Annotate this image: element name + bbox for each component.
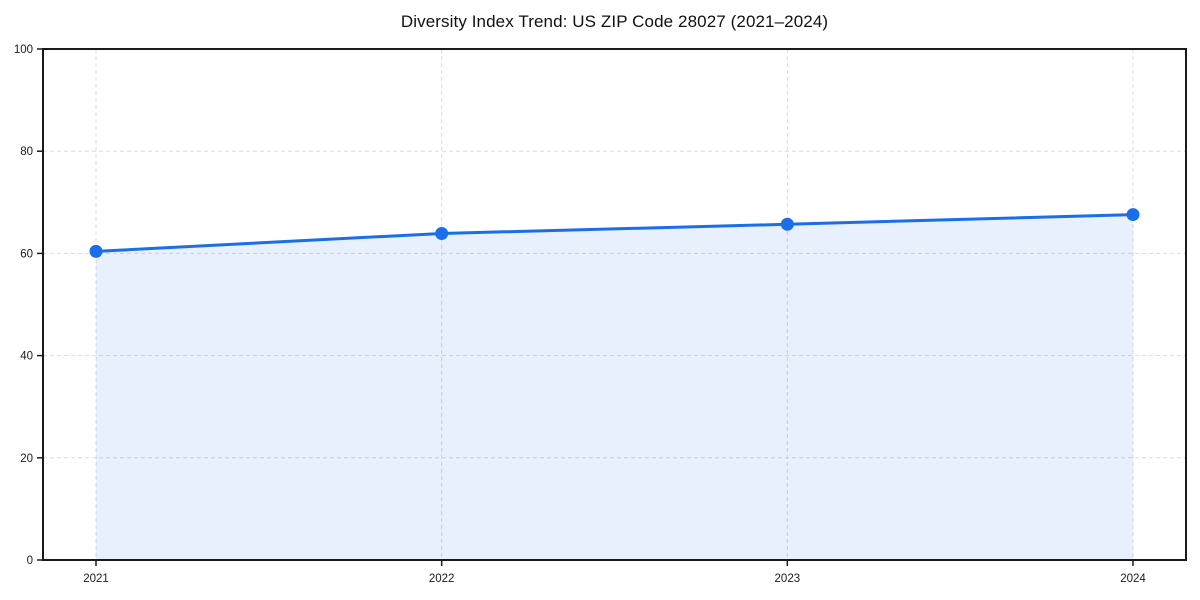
trend-line xyxy=(94,213,1135,253)
chart-title: Diversity Index Trend: US ZIP Code 28027… xyxy=(400,12,829,31)
data-point-2024 xyxy=(1126,208,1140,222)
data-point-2022 xyxy=(435,226,449,240)
y-tick-label-60: 60 xyxy=(20,248,33,260)
area-fill xyxy=(96,214,1133,560)
x-tick-label-2021: 2021 xyxy=(83,573,109,585)
y-tick-label-40: 40 xyxy=(20,351,33,363)
data-point-2021 xyxy=(89,244,103,258)
y-tick-label-80: 80 xyxy=(20,146,33,158)
y-tick-label-20: 20 xyxy=(20,453,33,465)
x-tick-label-2022: 2022 xyxy=(429,573,455,585)
y-tick-label-100: 100 xyxy=(14,44,33,56)
data-point-2023 xyxy=(780,217,794,231)
plot-border xyxy=(42,48,1187,561)
y-tick-label-0: 0 xyxy=(27,555,33,567)
x-tick-label-2024: 2024 xyxy=(1120,573,1146,585)
x-tick-label-2023: 2023 xyxy=(775,573,801,585)
